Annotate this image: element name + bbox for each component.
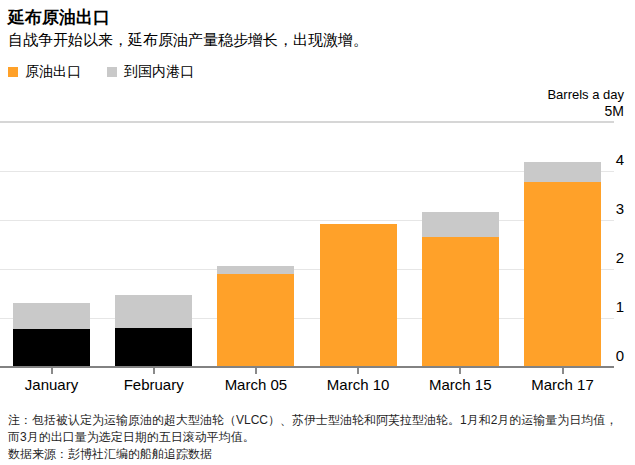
- x-axis-tick-5: [562, 368, 564, 374]
- footnote-note: 注：包括被认定为运输原油的超大型油轮（VLCC）、苏伊士型油轮和阿芙拉型油轮。1…: [8, 412, 628, 446]
- bar-base-2: [217, 274, 294, 367]
- legend-label-crude-exports: 原油出口: [25, 63, 81, 81]
- x-axis-label-5: March 17: [508, 376, 618, 393]
- bar-cap-0: [13, 303, 90, 329]
- y-axis-tick-label-2: 2: [616, 249, 624, 266]
- chart-container: 延布原油出口 自战争开始以来，延布原油产量稳步增长，出现激增。 原油出口 到国内…: [0, 0, 635, 465]
- y-axis-tick-label-0: 0: [616, 347, 624, 364]
- x-axis-line: [0, 366, 614, 368]
- gridline-2: [0, 269, 614, 270]
- legend: 原油出口 到国内港口: [8, 63, 194, 81]
- footnote-source: 数据来源：彭博社汇编的船舶追踪数据: [8, 446, 628, 463]
- chart-subtitle: 自战争开始以来，延布原油产量稳步增长，出现激增。: [8, 31, 368, 50]
- bar-base-3: [320, 224, 397, 367]
- footnote: 注：包括被认定为运输原油的超大型油轮（VLCC）、苏伊士型油轮和阿芙拉型油轮。1…: [8, 412, 628, 463]
- x-axis-label-0: January: [0, 376, 107, 393]
- legend-swatch-domestic-ports-icon: [107, 67, 117, 77]
- x-axis-label-4: March 15: [405, 376, 515, 393]
- x-axis-tick-0: [51, 368, 53, 374]
- gridline-1: [0, 318, 614, 319]
- chart-title: 延布原油出口: [8, 6, 110, 29]
- bar-cap-1: [115, 295, 192, 328]
- y-axis-tick-label-3: 3: [616, 200, 624, 217]
- y-axis-unit-label: Barrels a day: [547, 87, 624, 102]
- bar-cap-2: [217, 266, 294, 274]
- x-axis-label-1: February: [99, 376, 209, 393]
- bar-base-1: [115, 328, 192, 367]
- x-axis-tick-4: [459, 368, 461, 374]
- y-axis-max-label: 5M: [605, 103, 624, 119]
- bar-cap-4: [422, 212, 499, 237]
- x-axis-tick-2: [255, 368, 257, 374]
- x-axis-label-2: March 05: [201, 376, 311, 393]
- bar-base-4: [422, 237, 499, 367]
- gridline-4: [0, 171, 614, 172]
- y-axis-tick-label-4: 4: [616, 151, 624, 168]
- bar-base-5: [524, 182, 601, 367]
- bar-cap-5: [524, 162, 601, 182]
- gridline-3: [0, 220, 614, 221]
- bar-base-0: [13, 329, 90, 367]
- plot-top-rule: [0, 121, 614, 123]
- legend-label-domestic-ports: 到国内港口: [124, 63, 194, 81]
- y-axis-tick-label-1: 1: [616, 298, 624, 315]
- x-axis-label-3: March 10: [303, 376, 413, 393]
- x-axis-tick-3: [357, 368, 359, 374]
- x-axis-tick-1: [153, 368, 155, 374]
- legend-item-crude-exports: 原油出口: [8, 63, 81, 81]
- legend-swatch-crude-exports-icon: [8, 67, 18, 77]
- legend-item-domestic-ports: 到国内港口: [107, 63, 194, 81]
